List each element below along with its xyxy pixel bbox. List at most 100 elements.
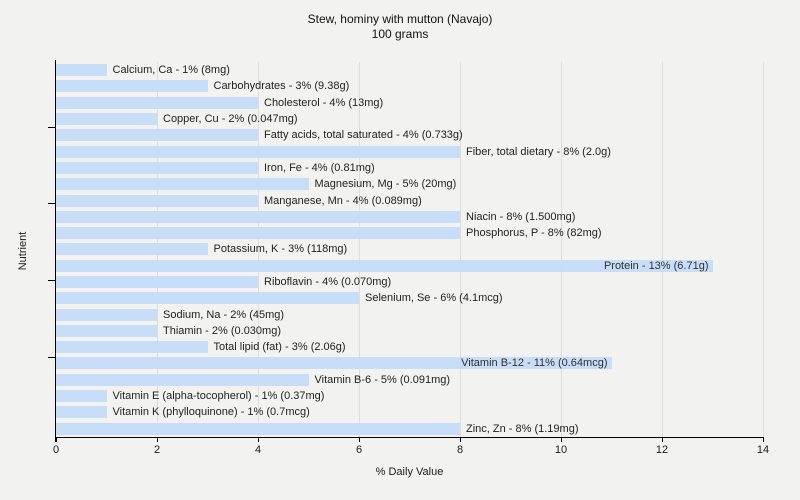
bar: Vitamin B-12 - 11% (0.64mcg) (56, 357, 612, 370)
y-tick-3 (48, 357, 55, 359)
bar-row: Calcium, Ca - 1% (8mg) (56, 62, 763, 78)
bar (56, 96, 258, 109)
chart-title-line1: Stew, hominy with mutton (Navajo) (307, 12, 493, 26)
bar (56, 292, 359, 305)
bar-row: Magnesium, Mg - 5% (20mg) (56, 176, 763, 192)
bar-label: Vitamin B-6 - 5% (0.091mg) (314, 373, 451, 386)
chart-title: Stew, hominy with mutton (Navajo) 100 gr… (0, 12, 800, 42)
x-tick-label-14: 14 (756, 444, 770, 456)
bar (56, 373, 309, 386)
bar-label: Magnesium, Mg - 5% (20mg) (314, 178, 457, 191)
bar (56, 227, 460, 240)
y-tick-1 (48, 202, 55, 204)
x-tick-label-12: 12 (655, 444, 669, 456)
bar-row: Thiamin - 2% (0.030mg) (56, 323, 763, 339)
x-tick-6 (359, 437, 360, 442)
bar-label: Carbohydrates - 3% (9.38g) (213, 80, 350, 93)
x-tick-label-6: 6 (355, 444, 363, 456)
bar-row: Copper, Cu - 2% (0.047mg) (56, 111, 763, 127)
bar-label: Cholesterol - 4% (13mg) (264, 96, 384, 109)
bar (56, 243, 208, 256)
bar-row: Phosphorus, P - 8% (82mg) (56, 225, 763, 241)
bar (56, 129, 258, 142)
bar-label: Potassium, K - 3% (118mg) (213, 243, 348, 256)
bar (56, 113, 157, 126)
x-axis-title: % Daily Value (375, 466, 444, 478)
bar-row: Zinc, Zn - 8% (1.19mg) (56, 421, 763, 437)
bar (56, 390, 107, 403)
bar-label: Selenium, Se - 6% (4.1mcg) (365, 292, 503, 305)
bar-row: Niacin - 8% (1.500mg) (56, 209, 763, 225)
bar-row: Sodium, Na - 2% (45mg) (56, 306, 763, 322)
bar-row: Vitamin B-12 - 11% (0.64mcg) (56, 355, 763, 371)
x-tick-8 (460, 437, 461, 442)
gridline-x-10 (561, 62, 562, 437)
y-axis-line (55, 60, 56, 442)
bar-row: Vitamin B-6 - 5% (0.091mg) (56, 372, 763, 388)
bar-label: Copper, Cu - 2% (0.047mg) (163, 113, 298, 126)
bar-row: Fatty acids, total saturated - 4% (0.733… (56, 127, 763, 143)
bar-label: Sodium, Na - 2% (45mg) (163, 308, 285, 321)
bar (56, 194, 258, 207)
bar: Protein - 13% (6.71g) (56, 259, 713, 272)
bar (56, 341, 208, 354)
bar-row: Protein - 13% (6.71g) (56, 258, 763, 274)
bar-row: Vitamin E (alpha-tocopherol) - 1% (0.37m… (56, 388, 763, 404)
bar (56, 80, 208, 93)
bar-row: Carbohydrates - 3% (9.38g) (56, 78, 763, 94)
bar (56, 324, 157, 337)
bar (56, 161, 258, 174)
x-tick-4 (258, 437, 259, 442)
bar (56, 276, 258, 288)
bar-label: Phosphorus, P - 8% (82mg) (466, 227, 602, 240)
bar-label: Manganese, Mn - 4% (0.089mg) (264, 194, 422, 207)
bar-row: Vitamin K (phylloquinone) - 1% (0.7mcg) (56, 404, 763, 420)
bar-row: Total lipid (fat) - 3% (2.06g) (56, 339, 763, 355)
gridline-x-8 (460, 62, 461, 437)
x-tick-0 (56, 437, 57, 442)
bar-label: Calcium, Ca - 1% (8mg) (112, 64, 230, 77)
y-tick-2 (48, 279, 55, 281)
x-tick-10 (561, 437, 562, 442)
y-axis-title: Nutrient (17, 231, 29, 271)
x-tick-label-8: 8 (456, 444, 464, 456)
bar-label: Total lipid (fat) - 3% (2.06g) (213, 341, 346, 354)
bar (56, 210, 460, 223)
x-tick-label-10: 10 (554, 444, 568, 456)
x-tick-label-4: 4 (254, 444, 262, 456)
bar (56, 422, 460, 435)
bar (56, 308, 157, 321)
bar-label: Vitamin E (alpha-tocopherol) - 1% (0.37m… (112, 390, 325, 403)
bar-row: Potassium, K - 3% (118mg) (56, 241, 763, 257)
x-tick-2 (157, 437, 158, 442)
gridline-x-6 (359, 62, 360, 437)
bar (56, 145, 460, 158)
gridline-x-4 (258, 62, 259, 437)
bar (56, 64, 107, 77)
bar-row: Fiber, total dietary - 8% (2.0g) (56, 143, 763, 159)
bar-label: Riboflavin - 4% (0.070mg) (264, 276, 392, 288)
bar-label: Protein - 13% (6.71g) (603, 259, 709, 272)
bar (56, 178, 309, 191)
bar-label: Zinc, Zn - 8% (1.19mg) (466, 422, 579, 435)
bar (56, 406, 107, 419)
x-tick-label-0: 0 (52, 444, 60, 456)
chart-title-line2: 100 grams (371, 27, 429, 41)
bar-label: Thiamin - 2% (0.030mg) (163, 324, 281, 337)
x-tick-14 (763, 437, 764, 442)
bar-label: Iron, Fe - 4% (0.81mg) (264, 161, 375, 174)
gridline-x-12 (662, 62, 663, 437)
bar-label: Fiber, total dietary - 8% (2.0g) (466, 145, 611, 158)
bar-row: Iron, Fe - 4% (0.81mg) (56, 160, 763, 176)
bars-container: Calcium, Ca - 1% (8mg) Carbohydrates - 3%… (56, 62, 763, 437)
bar-row: Riboflavin - 4% (0.070mg) (56, 274, 763, 290)
bar-label: Fatty acids, total saturated - 4% (0.733… (264, 129, 463, 142)
x-axis-line (55, 437, 764, 438)
bar-label: Vitamin B-12 - 11% (0.64mcg) (461, 357, 608, 370)
bar-row: Manganese, Mn - 4% (0.089mg) (56, 192, 763, 208)
x-tick-12 (662, 437, 663, 442)
plot-area: Calcium, Ca - 1% (8mg) Carbohydrates - 3%… (48, 60, 769, 456)
y-tick-0 (48, 126, 55, 128)
x-tick-label-2: 2 (153, 444, 161, 456)
